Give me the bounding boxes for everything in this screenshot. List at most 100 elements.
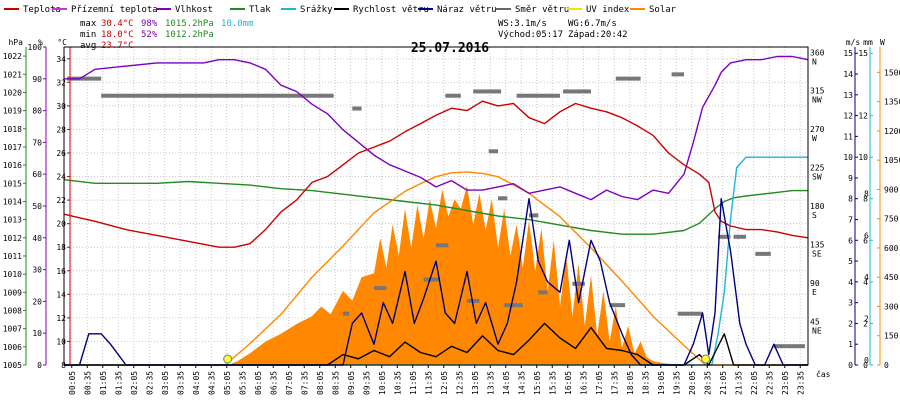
x-tick-label: 13:35 [486, 371, 495, 395]
pct-tick-label: 0 [37, 361, 42, 370]
temp-tick-label: 10 [56, 337, 66, 346]
w-tick-label: 1500 [884, 68, 900, 77]
ms-tick-label: 15 [843, 49, 853, 58]
ms-tick-label: 10 [843, 153, 853, 162]
hpa-tick-label: 1010 [3, 270, 22, 279]
temp-tick-label: 34 [56, 55, 66, 64]
x-tick-label: 10:35 [393, 371, 402, 395]
x-tick-label: 09:35 [362, 371, 371, 395]
mm-tick-label: 12 [858, 112, 868, 121]
uv-tick-label: 8 [864, 190, 869, 199]
temp-tick-label: 32 [56, 78, 66, 87]
stats-max-label: max [80, 19, 97, 29]
dir-cardinal-label: S [812, 211, 817, 220]
wind-direction-mark [101, 94, 334, 98]
pct-tick-label: 10 [32, 329, 42, 338]
w-tick-label: 900 [884, 185, 899, 194]
wind-direction-mark [473, 89, 501, 93]
x-axis-title: čas [816, 369, 831, 379]
w-tick-label: 1350 [884, 98, 900, 107]
x-tick-label: 20:35 [703, 371, 712, 395]
x-tick-label: 16:35 [579, 371, 588, 395]
x-tick-label: 22:35 [765, 371, 774, 395]
sun-marker [224, 355, 232, 363]
w-tick-label: 300 [884, 302, 899, 311]
mm-tick-label: 15 [858, 49, 868, 58]
dir-cardinal-label: W [812, 134, 817, 143]
pct-tick-label: 90 [32, 75, 42, 84]
ms-tick-label: 4 [848, 278, 853, 287]
x-tick-label: 02:35 [145, 371, 154, 395]
ms-tick-label: 11 [843, 132, 853, 141]
pct-tick-label: 50 [32, 202, 42, 211]
pct-tick-label: 100 [28, 43, 43, 52]
hpa-axis-title: hPa [9, 38, 24, 47]
wind-direction-mark [374, 286, 386, 290]
hpa-tick-label: 1022 [3, 52, 22, 61]
w-tick-label: 600 [884, 244, 899, 253]
hpa-tick-label: 1015 [3, 179, 22, 188]
pct-tick-label: 60 [32, 170, 42, 179]
wind-direction-mark [734, 235, 746, 239]
x-tick-label: 17:35 [610, 371, 619, 395]
stats-min-temp: 18.0°C [101, 30, 134, 40]
wind-direction-mark [504, 303, 523, 307]
x-tick-label: 09:05 [347, 371, 356, 395]
w-tick-label: 1050 [884, 156, 900, 165]
stats-sunrise: Východ:05:17 [498, 30, 563, 40]
x-tick-label: 04:35 [207, 371, 216, 395]
temp-tick-label: 24 [56, 173, 66, 182]
x-tick-label: 02:05 [130, 371, 139, 395]
stats-min-press: 1012.2hPa [165, 30, 214, 40]
x-tick-label: 19:05 [657, 371, 666, 395]
x-tick-label: 19:35 [672, 371, 681, 395]
hpa-tick-label: 1005 [3, 361, 22, 370]
wind-direction-mark [755, 252, 771, 256]
stats-max-press: 1015.2hPa [165, 19, 214, 29]
legend-label: Tlak [249, 5, 271, 15]
stats-sunset: Západ:20:42 [568, 30, 628, 40]
stats-wind-gust: WG:6.7m/s [568, 19, 617, 29]
dir-tick-label: 225 [810, 164, 825, 173]
hpa-tick-label: 1006 [3, 343, 22, 352]
ms-tick-label: 12 [843, 112, 853, 121]
uv-tick-label: 2 [864, 314, 869, 323]
wind-direction-mark [529, 213, 538, 217]
ms-tick-label: 1 [848, 340, 853, 349]
x-tick-label: 03:05 [161, 371, 170, 395]
dir-cardinal-label: NW [812, 96, 822, 105]
x-tick-label: 01:05 [99, 371, 108, 395]
ms-tick-label: 6 [848, 236, 853, 245]
pct-tick-label: 40 [32, 234, 42, 243]
pct-tick-label: 80 [32, 107, 42, 116]
hpa-tick-label: 1008 [3, 306, 22, 315]
dir-tick-label: 135 [810, 241, 825, 250]
wind-direction-mark [678, 312, 703, 316]
dir-tick-label: 180 [810, 202, 825, 211]
hpa-tick-label: 1017 [3, 143, 22, 152]
dir-tick-label: 45 [810, 318, 820, 327]
dir-tick-label: 270 [810, 125, 825, 134]
ms-tick-label: 13 [843, 91, 853, 100]
x-tick-label: 23:05 [781, 371, 790, 395]
w-axis-title: W [880, 38, 885, 47]
ms-tick-label: 2 [848, 319, 853, 328]
temp-tick-label: 28 [56, 125, 66, 134]
ms-tick-title: m/s [846, 38, 861, 47]
x-tick-label: 15:05 [533, 371, 542, 395]
w-tick-label: 750 [884, 215, 899, 224]
hpa-tick-label: 1018 [3, 125, 22, 134]
legend-label: Rychlost větru [353, 5, 429, 15]
weather-chart: hPa1022102110201019101810171016101510141… [0, 0, 900, 400]
pct-tick-label: 70 [32, 138, 42, 147]
temp-axis-title: °C [57, 38, 67, 47]
wind-direction-mark [445, 94, 461, 98]
x-tick-label: 22:05 [750, 371, 759, 395]
hpa-tick-label: 1019 [3, 107, 22, 116]
wind-direction-mark [517, 94, 560, 98]
wind-direction-mark [489, 149, 498, 153]
dir-cardinal-label: NE [812, 327, 822, 336]
x-tick-label: 13:05 [471, 371, 480, 395]
ms-tick-label: 14 [843, 70, 853, 79]
x-tick-label: 21:35 [734, 371, 743, 395]
